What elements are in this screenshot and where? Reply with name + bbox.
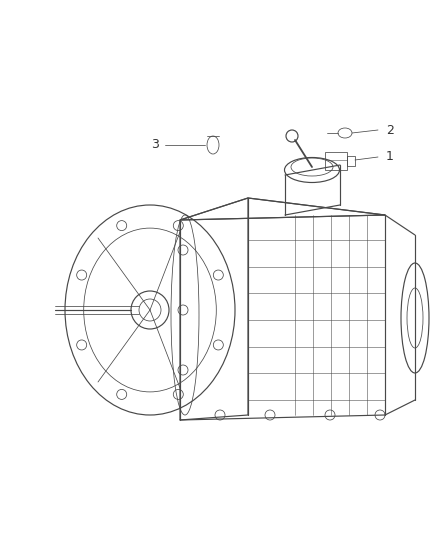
Text: 3: 3 bbox=[151, 139, 159, 151]
Text: 1: 1 bbox=[386, 150, 394, 164]
Text: 2: 2 bbox=[386, 124, 394, 136]
